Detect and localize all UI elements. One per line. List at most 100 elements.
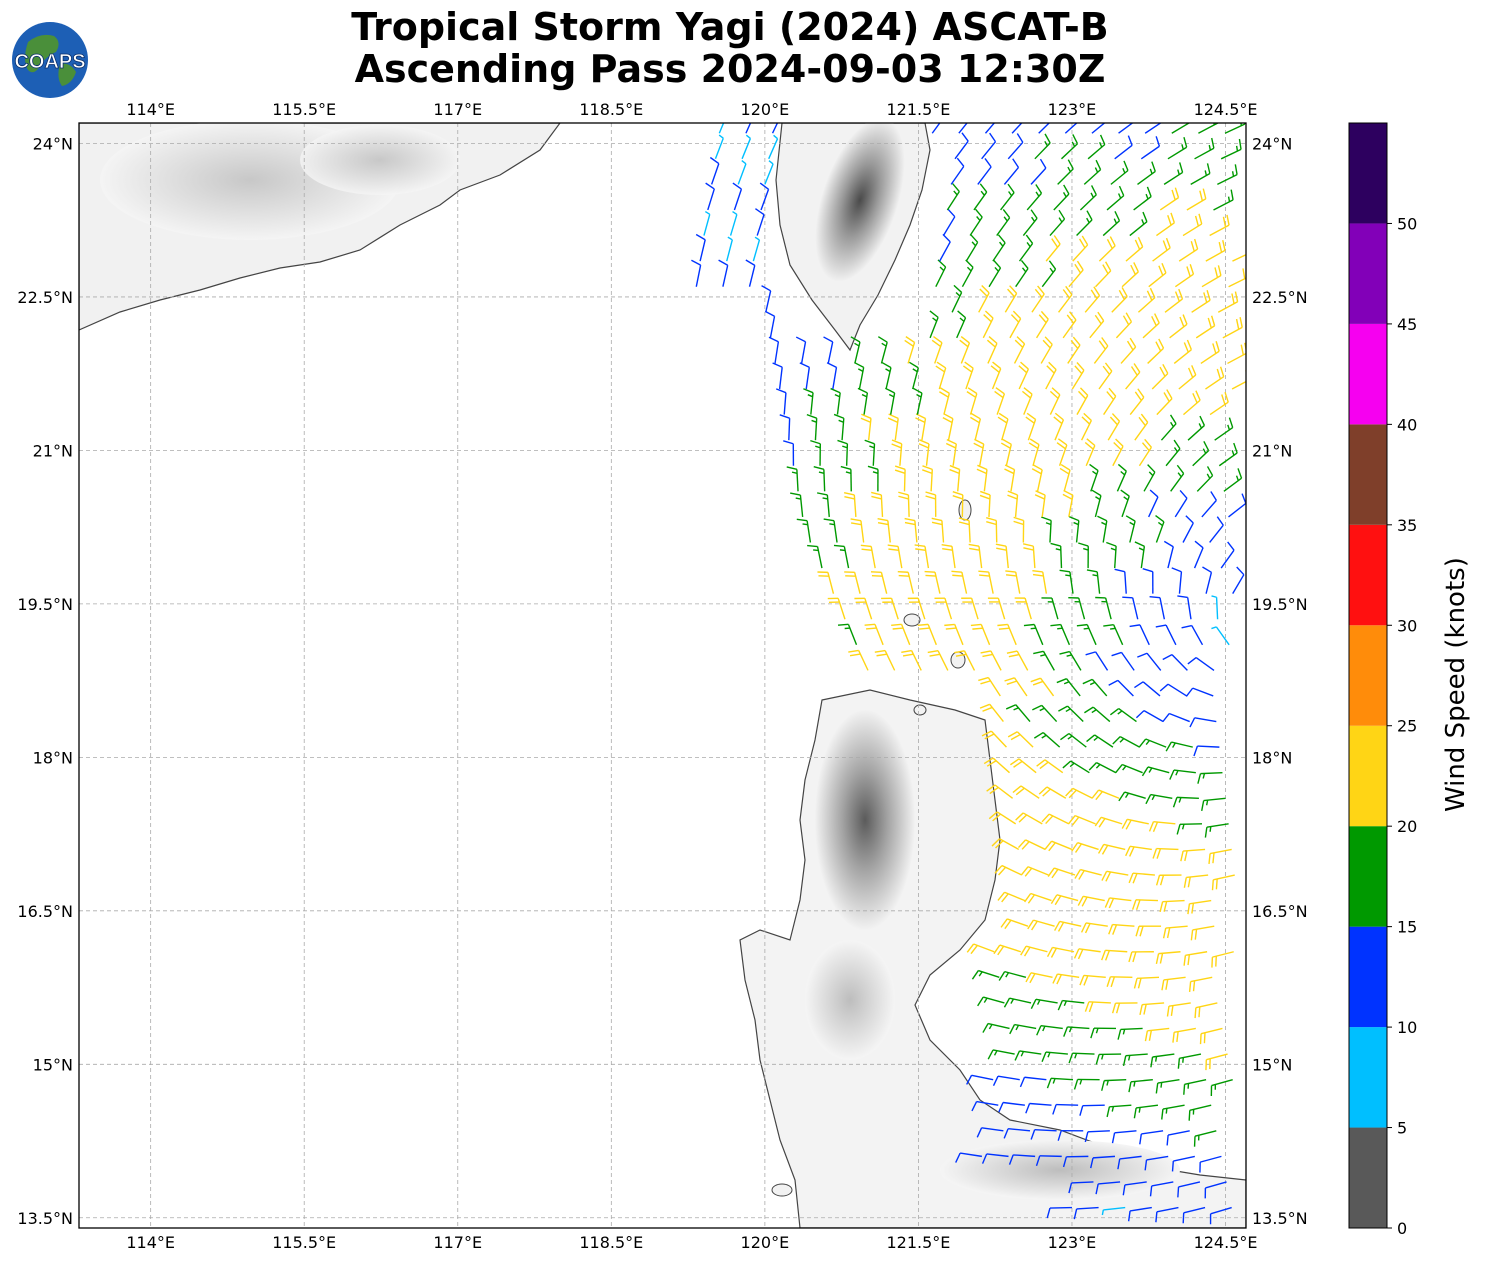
wind-barb bbox=[1014, 597, 1032, 620]
wind-barb bbox=[1078, 542, 1089, 569]
wind-barb bbox=[891, 623, 911, 646]
globe-logo-icon: COAPS bbox=[12, 22, 88, 98]
wind-barb bbox=[956, 310, 967, 339]
lat-tick-label-right: 24°N bbox=[1252, 134, 1292, 153]
wind-barb bbox=[764, 310, 776, 338]
wind-barb bbox=[1068, 1181, 1094, 1194]
wind-barb bbox=[994, 864, 1023, 876]
wind-barb bbox=[741, 134, 752, 160]
wind-barb bbox=[1125, 236, 1144, 262]
wind-barb bbox=[1095, 1181, 1121, 1195]
wind-barb bbox=[1030, 677, 1055, 697]
wind-barb bbox=[1177, 595, 1192, 620]
wind-barb bbox=[1063, 1026, 1090, 1037]
wind-barb bbox=[1118, 123, 1134, 134]
wind-barb bbox=[1145, 793, 1173, 805]
wind-barb bbox=[1116, 463, 1127, 492]
wind-barb bbox=[1004, 677, 1028, 697]
wind-barb bbox=[840, 465, 852, 492]
map-subtitle: Ascending Pass 2024-09-03 12:30Z bbox=[354, 47, 1106, 91]
wind-barb bbox=[854, 597, 873, 620]
wind-barb bbox=[1161, 1104, 1185, 1120]
wind-barb bbox=[1110, 160, 1129, 185]
wind-barb bbox=[1180, 848, 1206, 862]
wind-barb bbox=[973, 183, 988, 211]
wind-barb bbox=[1208, 848, 1232, 865]
wind-barb bbox=[837, 439, 849, 466]
colorbar-tick-label: 0 bbox=[1397, 1219, 1407, 1238]
wind-barb bbox=[1200, 341, 1220, 365]
wind-barb bbox=[1201, 491, 1217, 518]
wind-barb bbox=[1201, 797, 1226, 811]
wind-barb bbox=[915, 413, 927, 441]
wind-barb bbox=[1068, 1052, 1095, 1064]
wind-barb bbox=[843, 491, 857, 517]
wind-barb bbox=[979, 703, 1004, 722]
wind-barb bbox=[1049, 387, 1061, 415]
wind-barb bbox=[971, 969, 1000, 980]
wind-barb bbox=[1144, 1155, 1169, 1171]
wind-barb bbox=[1163, 162, 1184, 185]
wind-barb bbox=[1025, 1102, 1052, 1114]
wind-barb bbox=[1041, 1051, 1068, 1062]
wind-barb bbox=[997, 891, 1026, 903]
wind-barb bbox=[1025, 412, 1037, 441]
wind-barb bbox=[1223, 468, 1243, 492]
wind-barb bbox=[1150, 1053, 1175, 1068]
wind-barb bbox=[1013, 336, 1026, 364]
wind-barb bbox=[1015, 259, 1029, 288]
wind-barb bbox=[1024, 892, 1052, 904]
wind-barb bbox=[1088, 761, 1117, 774]
wind-barb bbox=[995, 543, 1009, 569]
wind-barb bbox=[1079, 185, 1097, 211]
graticule bbox=[79, 123, 1246, 1228]
wind-barb bbox=[759, 182, 770, 211]
wind-barb bbox=[795, 336, 807, 364]
colorbar-bin bbox=[1349, 323, 1387, 425]
wind-barb bbox=[1010, 758, 1037, 774]
wind-barb bbox=[981, 730, 1007, 748]
wind-barb bbox=[1076, 210, 1093, 237]
wind-barb bbox=[1018, 361, 1029, 390]
wind-barb bbox=[729, 211, 738, 236]
wind-barb bbox=[1035, 1155, 1062, 1167]
wind-barb bbox=[1000, 183, 1015, 211]
wind-barb bbox=[799, 362, 810, 390]
wind-barb bbox=[1125, 363, 1141, 390]
wind-barb bbox=[949, 464, 961, 492]
wind-barb bbox=[714, 134, 724, 160]
wind-barb bbox=[901, 649, 922, 671]
wind-barb bbox=[1190, 163, 1211, 185]
wind-barb bbox=[691, 259, 702, 287]
wind-barb bbox=[1196, 466, 1214, 492]
wind-barb bbox=[1173, 339, 1193, 364]
lon-tick-label-top: 121.5°E bbox=[886, 100, 950, 119]
wind-barb bbox=[976, 464, 988, 492]
wind-barb bbox=[914, 544, 930, 569]
wind-barb bbox=[1045, 361, 1057, 390]
wind-barb bbox=[1090, 1027, 1117, 1039]
wind-barb bbox=[848, 649, 869, 671]
wind-barb bbox=[732, 182, 743, 211]
map-frame bbox=[78, 122, 1247, 1229]
wind-barb bbox=[1047, 867, 1076, 879]
wind-barb bbox=[1052, 1103, 1079, 1115]
wind-barb bbox=[1133, 1104, 1159, 1119]
wind-barb bbox=[1134, 413, 1149, 441]
wind-barb bbox=[857, 387, 869, 415]
wind-barb bbox=[991, 838, 1020, 851]
wind-barb bbox=[909, 361, 919, 390]
lon-tick-label-top: 120°E bbox=[741, 100, 790, 119]
wind-barb bbox=[830, 387, 841, 415]
wind-barb bbox=[993, 944, 1022, 956]
wind-barb bbox=[1220, 541, 1235, 569]
wind-barb bbox=[870, 571, 888, 594]
wind-barb bbox=[1091, 789, 1120, 801]
wind-barb bbox=[1191, 290, 1211, 313]
wind-barb bbox=[1004, 285, 1018, 313]
wind-barb bbox=[1041, 260, 1057, 288]
wind-barb bbox=[1086, 734, 1114, 748]
wind-barb bbox=[1098, 236, 1116, 262]
wind-barb bbox=[978, 285, 990, 313]
wind-barb bbox=[1087, 134, 1106, 160]
